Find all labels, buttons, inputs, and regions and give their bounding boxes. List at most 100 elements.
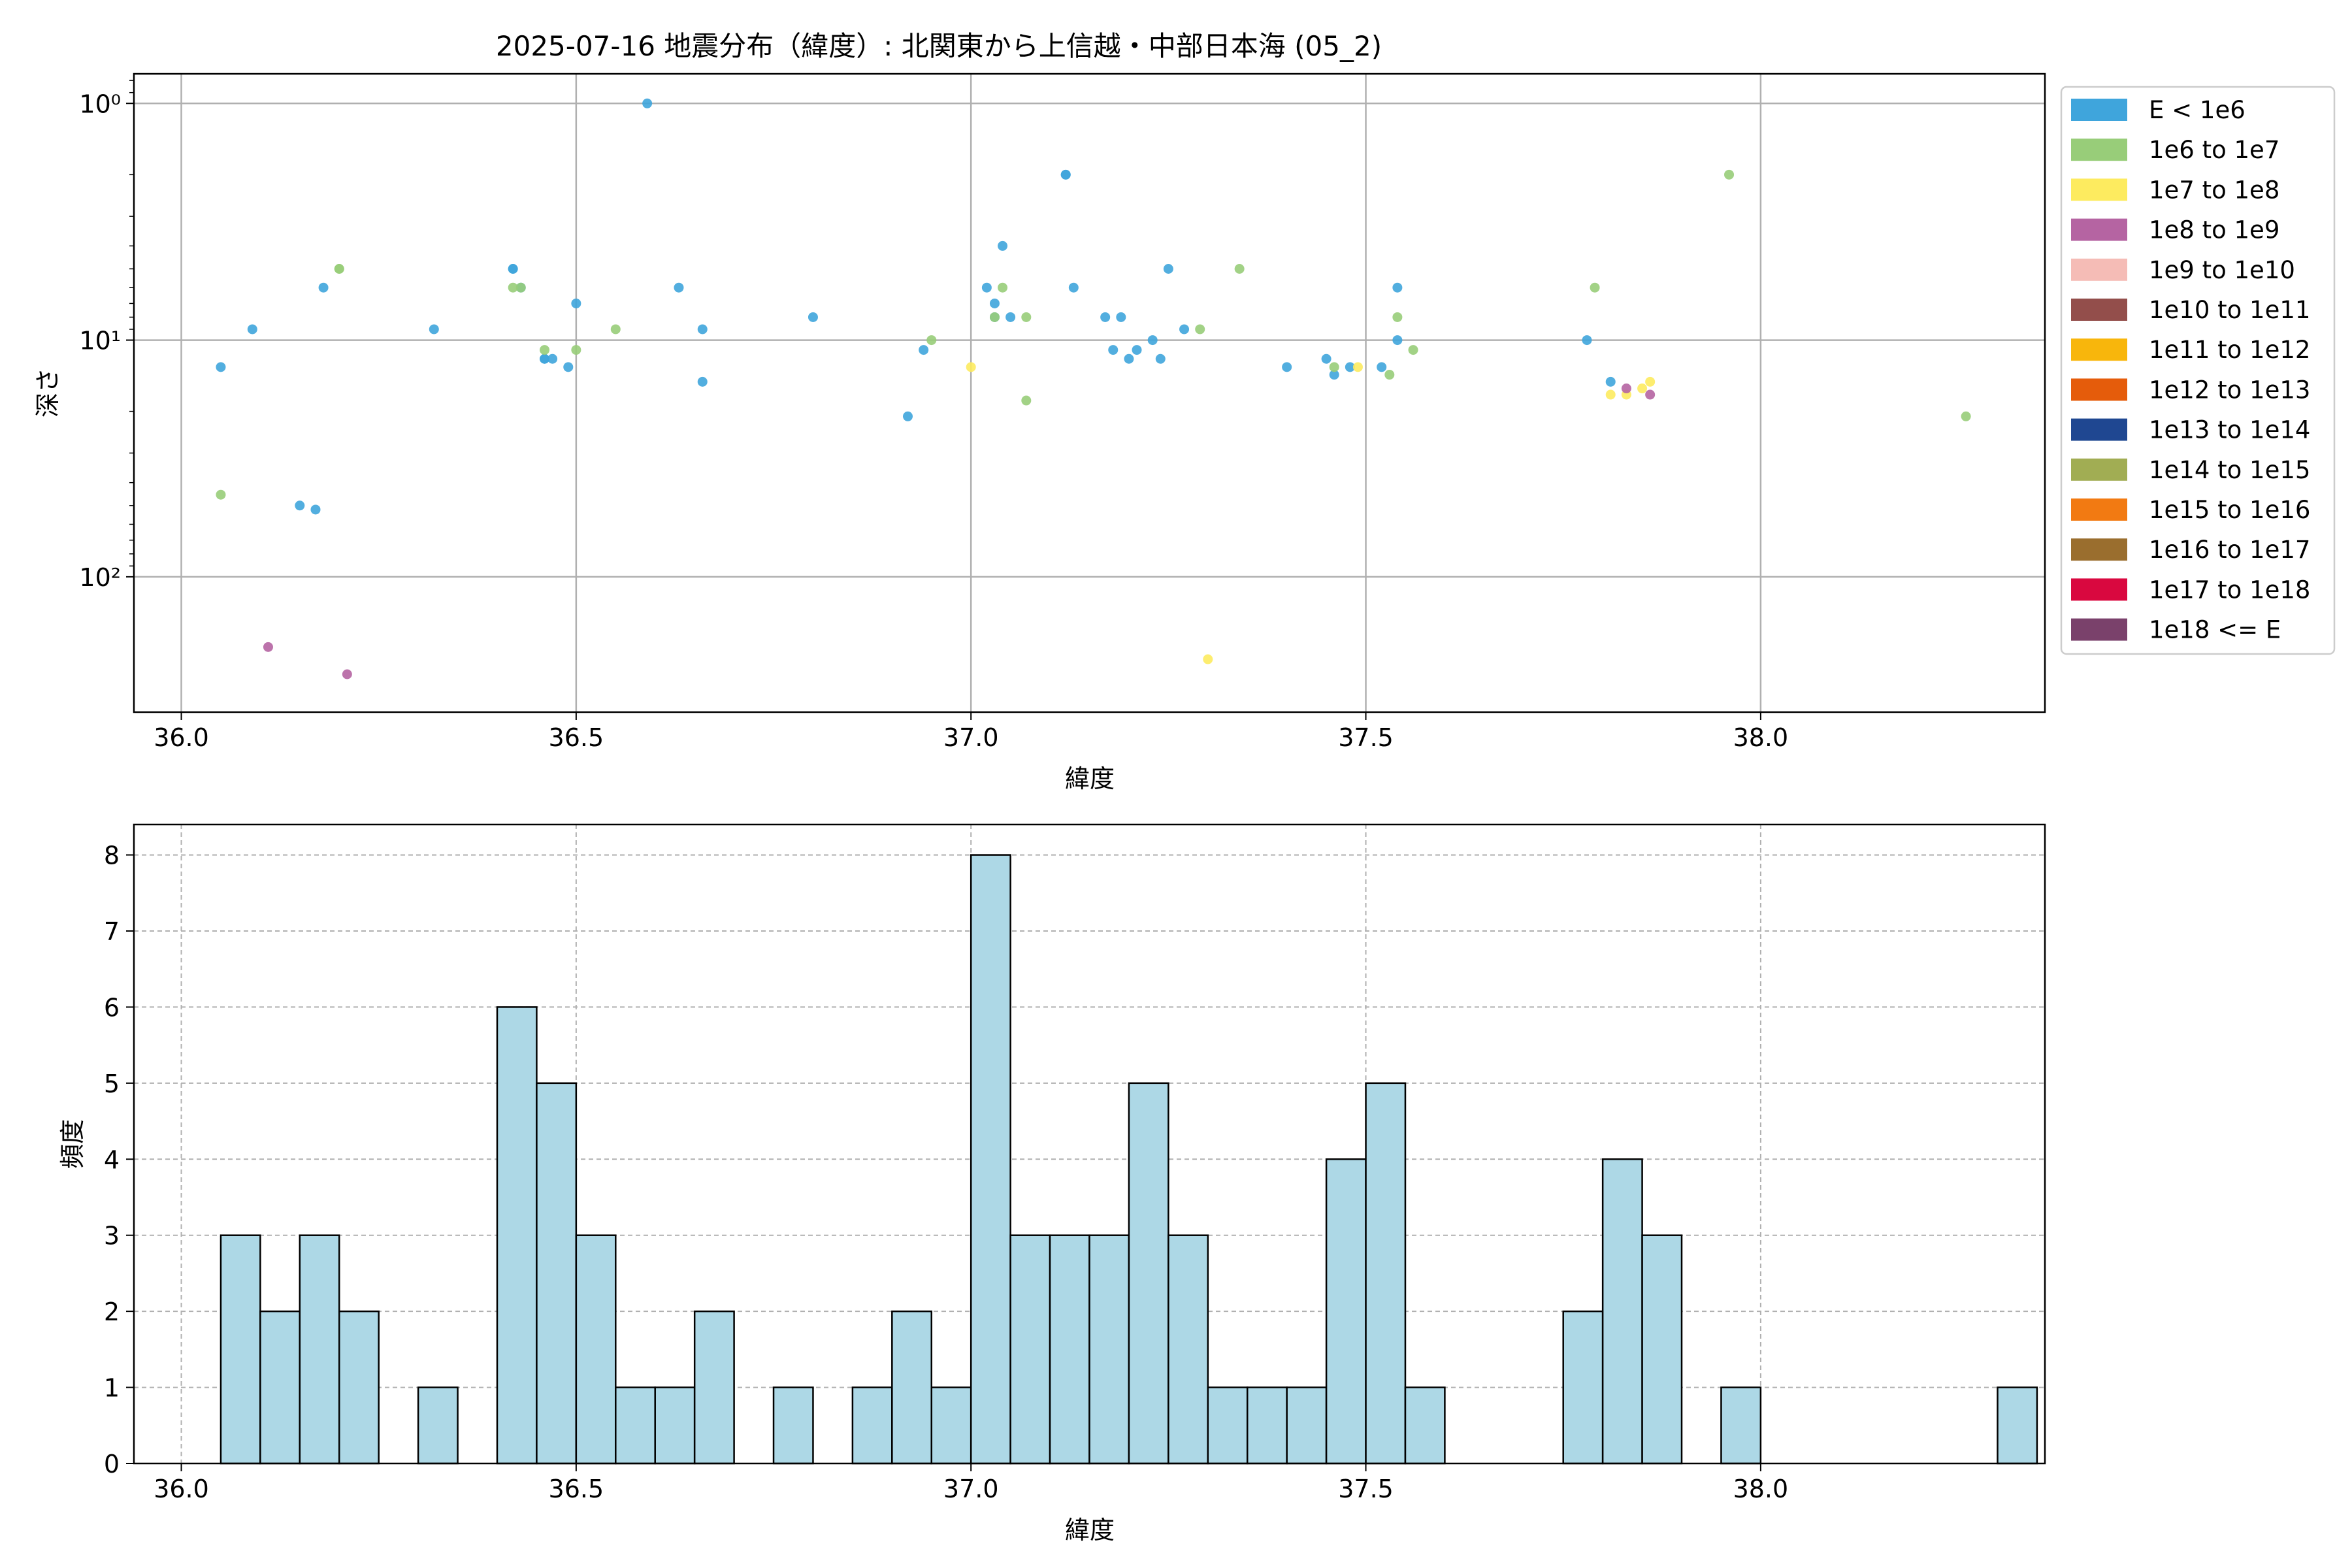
scatter-point [1282,362,1292,372]
histogram-bar [1997,1386,2038,1465]
scatter-point [508,264,518,274]
histogram-bar [772,1386,814,1465]
scatter-x-tick-label: 37.5 [1338,723,1394,752]
legend-label: E < 1e6 [2149,96,2246,124]
histogram-y-tick-label: 3 [104,1222,120,1250]
scatter-point [998,240,1008,251]
histogram-bar [851,1386,893,1465]
scatter-point [1124,353,1134,364]
scatter-point [903,411,913,421]
scatter-point [334,264,344,274]
scatter-point [1961,411,1971,421]
legend-swatch [2071,299,2127,321]
scatter-point [1377,362,1387,372]
legend-label: 1e6 to 1e7 [2149,136,2279,164]
scatter-point [998,282,1008,293]
scatter-point [1637,384,1648,394]
histogram-bar [1601,1158,1643,1465]
histogram-chart: 36.0 36.5 37.0 37.5 38.0 0 1 2 3 4 5 6 7 8 緯度 頻度 [58,823,2046,1544]
histogram-bar [1168,1234,1209,1465]
scatter-point [1392,312,1403,322]
histogram-bars [220,854,2038,1465]
scatter-point [966,362,976,372]
scatter-y-axis-label: 深さ [33,368,62,417]
legend-swatch [2071,458,2127,481]
scatter-point [1179,324,1190,335]
legend-frame [2060,86,2336,655]
histogram-bar [536,1082,578,1465]
legend-label: 1e8 to 1e9 [2149,216,2279,244]
scatter-point [1132,345,1142,355]
legend-label: 1e13 to 1e14 [2149,416,2310,444]
scatter-point [642,98,653,108]
histogram-bar [1207,1386,1249,1465]
histogram-bar [1286,1386,1328,1465]
scatter-point [1147,335,1158,346]
scatter-point [216,362,226,372]
scatter-x-tick-label: 36.0 [154,723,209,752]
scatter-axes: 36.0 36.5 37.0 37.5 38.0 10⁰ 10¹ 10² [79,80,1788,752]
histogram-x-tick-label: 36.0 [154,1475,209,1503]
scatter-point [1155,353,1166,364]
histogram-bar [930,1386,972,1465]
scatter-point [318,282,329,293]
scatter-point [674,282,684,293]
histogram-bar [1246,1386,1288,1465]
scatter-point [1392,335,1403,346]
scatter-point [1352,362,1363,372]
scatter-point [515,282,526,293]
histogram-bar [1562,1310,1604,1465]
legend-swatch [2071,178,2127,201]
legend-label: 1e9 to 1e10 [2149,256,2295,284]
histogram-bar [1128,1082,1169,1465]
legend-swatch [2071,258,2127,281]
scatter-point [1116,312,1126,322]
legend-swatch [2071,139,2127,161]
histogram-bar [970,854,1011,1465]
legend: E < 1e6 1e6 to 1e7 1e7 to 1e8 1e8 to 1e9 1e9… [2060,86,2336,655]
scatter-point [1021,312,1032,322]
scatter-point [1195,324,1205,335]
scatter-point [216,489,226,500]
legend-label: 1e7 to 1e8 [2149,176,2279,204]
legend-swatch [2071,618,2127,641]
histogram-bar [1641,1234,1683,1465]
scatter-point [1021,395,1032,406]
scatter-y-tick-label: 10² [79,563,121,592]
scatter-x-tick-label: 38.0 [1733,723,1789,752]
scatter-point [1163,264,1173,274]
scatter-point [1724,169,1735,180]
histogram-bar [220,1234,261,1465]
histogram-bar [693,1310,735,1465]
histogram-bar [654,1386,696,1465]
histogram-bar [1720,1386,1762,1465]
histogram-bar [891,1310,933,1465]
scatter-point [808,312,818,322]
histogram-bar [615,1386,656,1465]
histogram-y-tick-label: 6 [104,993,120,1022]
scatter-point [547,353,558,364]
histogram-x-tick-label: 38.0 [1733,1475,1789,1503]
scatter-point [1100,312,1111,322]
legend-swatch [2071,378,2127,401]
scatter-point [1329,362,1339,372]
scatter-point [429,324,439,335]
scatter-point [263,642,273,652]
scatter-point [1590,282,1600,293]
scatter-point [919,345,929,355]
histogram-y-tick-label: 2 [104,1298,120,1326]
scatter-point [342,669,352,679]
scatter-point [1108,345,1119,355]
histogram-y-tick-label: 0 [104,1450,120,1478]
histogram-bar [1365,1082,1407,1465]
scatter-point [1605,376,1616,387]
legend-label: 1e15 to 1e16 [2149,496,2310,524]
scatter-chart: 36.0 36.5 37.0 37.5 38.0 10⁰ 10¹ 10² 緯度 深さ E < … [33,73,2336,793]
scatter-point [697,324,708,335]
legend-label: 1e11 to 1e12 [2149,336,2310,364]
scatter-point [1203,654,1213,664]
histogram-bar [1088,1234,1130,1465]
scatter-point [981,282,992,293]
legend-label: 1e10 to 1e11 [2149,296,2310,324]
histogram-plot-frame [133,823,2046,1465]
